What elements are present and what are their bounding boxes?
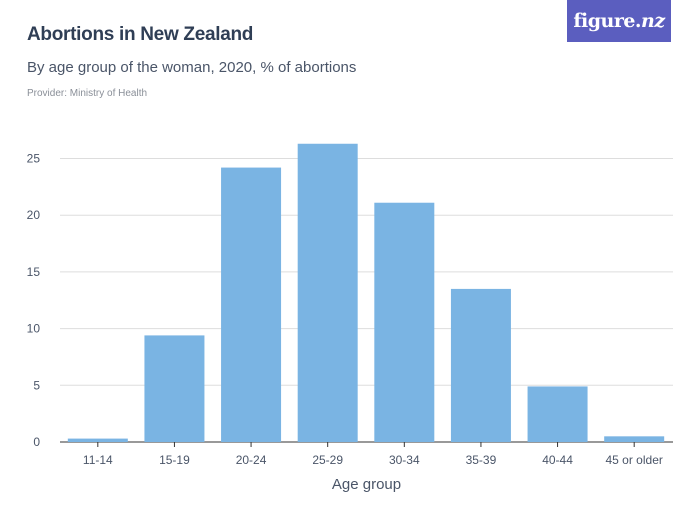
bar-15-19[interactable]	[144, 335, 205, 442]
bar-30-34[interactable]	[374, 202, 435, 442]
bar-20-24[interactable]	[221, 167, 282, 442]
figure-nz-logo[interactable]: figure. nz	[567, 0, 671, 42]
provider-note: Provider: Ministry of Health	[27, 88, 148, 99]
y-tick-label: 15	[27, 265, 41, 279]
bars	[67, 143, 665, 442]
y-axis-ticks: 0 5 10 15 20 25	[27, 152, 41, 450]
x-axis-title: Age group	[332, 476, 401, 493]
y-tick-label: 5	[33, 378, 40, 392]
x-tick-label: 20-24	[236, 453, 267, 467]
bar-25-29[interactable]	[297, 143, 358, 442]
x-tick-label: 25-29	[312, 453, 343, 467]
chart-title: Abortions in New Zealand	[27, 24, 254, 45]
x-axis-ticks: 11-14 15-19 20-24 25-29 30-34 35-39 40-44 45 or…	[83, 442, 663, 467]
logo-text-main: figure.	[573, 10, 642, 32]
x-tick-label: 45 or older	[606, 453, 663, 467]
bar-45-or-older[interactable]	[604, 436, 665, 442]
x-tick-label: 40-44	[542, 453, 573, 467]
x-tick-label: 30-34	[389, 453, 420, 467]
y-tick-label: 20	[27, 208, 41, 222]
y-tick-label: 10	[27, 322, 41, 336]
bar-40-44[interactable]	[527, 386, 588, 442]
y-tick-label: 25	[27, 152, 41, 166]
y-tick-label: 0	[33, 435, 40, 449]
chart-subtitle: By age group of the woman, 2020, % of ab…	[27, 59, 357, 76]
x-tick-label: 15-19	[159, 453, 190, 467]
bar-11-14[interactable]	[67, 438, 128, 442]
logo-text-suffix: nz	[641, 10, 665, 32]
bar-35-39[interactable]	[450, 288, 511, 442]
x-tick-label: 11-14	[83, 453, 113, 467]
x-tick-label: 35-39	[466, 453, 497, 467]
